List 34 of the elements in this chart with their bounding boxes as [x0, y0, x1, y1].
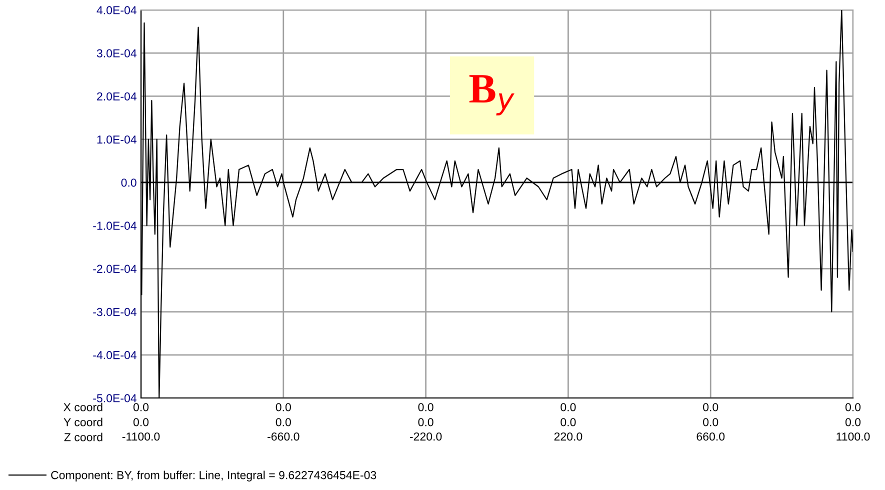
y-tick-label: -5.0E-04: [93, 394, 136, 402]
y-tick-label: -2.0E-04: [93, 264, 136, 273]
y-tick-label: 3.0E-04: [96, 49, 136, 58]
text: 0.0: [133, 418, 149, 426]
y-tick-label: 4.0E-04: [96, 6, 136, 14]
legend-label: Component: BY, from buffer: Line, Integral = 9.6227436454E-03: [51, 470, 376, 482]
y-tick-label: 2.0E-04: [97, 92, 136, 101]
x-tick-label: -220.0: [410, 432, 442, 441]
x-tick-label: 220.0: [554, 432, 582, 441]
text: 0.0: [703, 403, 718, 412]
text: B$_{y}$: [469, 75, 514, 116]
text: 0.0: [845, 403, 861, 412]
text: 0.0: [276, 403, 291, 412]
text: 0.0: [845, 418, 861, 426]
x-tick-label: 660.0: [696, 432, 725, 441]
text: 0.0: [418, 418, 434, 426]
y-tick-label: 0.0: [121, 178, 136, 187]
text: 0.0: [133, 403, 149, 412]
text: Y coord: [64, 418, 102, 426]
text: 0.0: [418, 403, 434, 412]
text: X coord: [64, 402, 102, 412]
x-tick-label: -1100.0: [122, 432, 160, 441]
text: 0.0: [703, 418, 718, 426]
y-tick-label: -3.0E-04: [93, 308, 136, 316]
x-tick-label: -660.0: [268, 432, 300, 441]
text: 0.0: [560, 418, 576, 426]
x-tick-label: 1100.0: [836, 432, 870, 441]
line-series: [141, 10, 853, 398]
text: 0.0: [276, 418, 291, 426]
text: Z coord: [64, 432, 102, 442]
y-tick-label: 1.0E-04: [97, 135, 136, 144]
y-tick-label: -4.0E-04: [93, 351, 136, 360]
y-tick-label: -1.0E-04: [93, 222, 136, 230]
text: 0.0: [560, 403, 576, 412]
